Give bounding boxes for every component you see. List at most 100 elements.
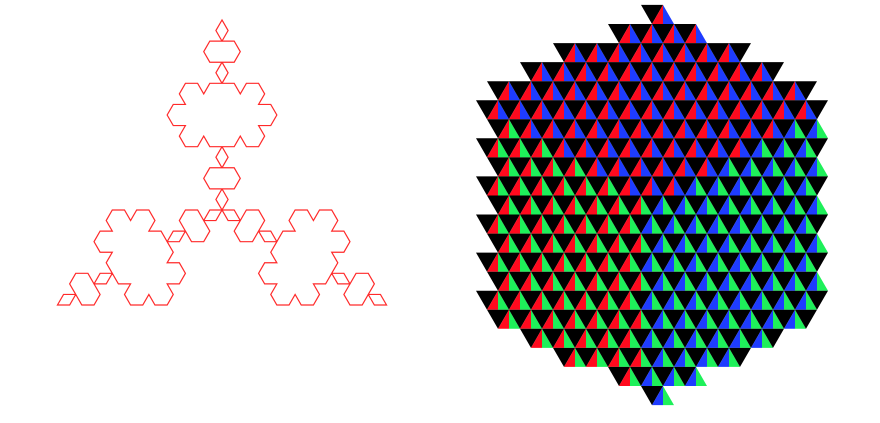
tile-dark-triangle [663,347,685,367]
tile-dark-triangle [509,233,531,253]
tile-dark-triangle [773,271,795,291]
tile-colored-half [707,290,718,310]
tile-dark-triangle [685,119,707,139]
tile-colored-half [542,138,553,158]
tile-colored-half [718,119,729,139]
tile-dark-triangle [751,271,773,291]
tile-dark-triangle [509,119,531,139]
tile-dark-triangle [773,81,795,101]
tile-dark-triangle [575,271,597,291]
tile-colored-half [696,43,707,63]
tile-colored-half [718,43,729,63]
tile-colored-half [762,271,773,291]
tile-colored-half [542,309,553,329]
tile-colored-half [641,252,652,272]
tile-colored-half [685,252,696,272]
tile-dark-triangle [652,214,674,234]
tile-colored-half [608,119,619,139]
tile-colored-half [630,252,641,272]
tile-colored-half [674,81,685,101]
koch-snowflake-panel [20,0,420,423]
tile-colored-half [641,100,652,120]
tile-dark-triangle [729,309,751,329]
tile-colored-half [740,252,751,272]
tile-dark-triangle [564,62,586,82]
tile-dark-triangle [663,195,685,215]
tile-dark-triangle [553,81,575,101]
tile-colored-half [707,100,718,120]
tile-dark-triangle [696,214,718,234]
tile-colored-half [707,214,718,234]
tile-dark-triangle [630,176,652,196]
tile-colored-half [597,100,608,120]
tile-dark-triangle [586,252,608,272]
tile-colored-half [751,176,762,196]
tile-colored-half [740,271,751,291]
tile-dark-triangle [795,195,817,215]
tile-colored-half [509,252,520,272]
tile-dark-triangle [674,366,696,386]
tile-colored-half [520,233,531,253]
tile-dark-triangle [608,252,630,272]
tile-dark-triangle [586,214,608,234]
tile-dark-triangle [619,195,641,215]
tile-colored-half [652,252,663,272]
tile-colored-half [608,233,619,253]
tile-dark-triangle [784,252,806,272]
tile-colored-half [762,309,773,329]
tile-colored-half [630,233,641,253]
tile-dark-triangle [553,347,575,367]
tile-colored-half [740,233,751,253]
tile-colored-half [630,62,641,82]
tile-dark-triangle [498,138,520,158]
tile-colored-half [608,347,619,367]
tile-dark-triangle [553,271,575,291]
tile-colored-half [531,214,542,234]
tile-colored-half [630,366,641,386]
tile-colored-half [685,328,696,348]
tile-colored-half [542,195,553,215]
tile-colored-half [707,138,718,158]
tile-colored-half [619,366,630,386]
tile-colored-half [652,233,663,253]
tile-dark-triangle [773,195,795,215]
tile-dark-triangle [619,157,641,177]
tile-colored-half [542,62,553,82]
tile-dark-triangle [795,271,817,291]
tile-dark-triangle [487,233,509,253]
tile-colored-half [729,328,740,348]
tile-colored-half [784,233,795,253]
tile-dark-triangle [630,290,652,310]
tile-colored-half [652,328,663,348]
tile-dark-triangle [707,43,729,63]
tile-dark-triangle [652,252,674,272]
tile-colored-half [751,214,762,234]
tile-dark-triangle [509,271,531,291]
tile-colored-half [652,81,663,101]
tile-dark-triangle [707,233,729,253]
tile-colored-half [762,195,773,215]
tile-colored-half [674,138,685,158]
tile-dark-triangle [696,62,718,82]
tile-colored-half [707,62,718,82]
tile-dark-triangle [630,366,652,386]
tile-dark-triangle [773,309,795,329]
tile-colored-half [652,43,663,63]
tile-colored-half [663,100,674,120]
tile-dark-triangle [762,214,784,234]
tile-colored-half [531,138,542,158]
tile-dark-triangle [553,43,575,63]
tile-colored-half [795,214,806,234]
tile-dark-triangle [630,328,652,348]
tile-dark-triangle [553,157,575,177]
tile-colored-half [674,366,685,386]
tile-colored-half [619,62,630,82]
tile-dark-triangle [564,290,586,310]
tile-colored-half [751,290,762,310]
tile-colored-half [619,176,630,196]
tile-colored-half [696,347,707,367]
tile-dark-triangle [520,100,542,120]
tile-dark-triangle [564,214,586,234]
tile-colored-half [663,214,674,234]
